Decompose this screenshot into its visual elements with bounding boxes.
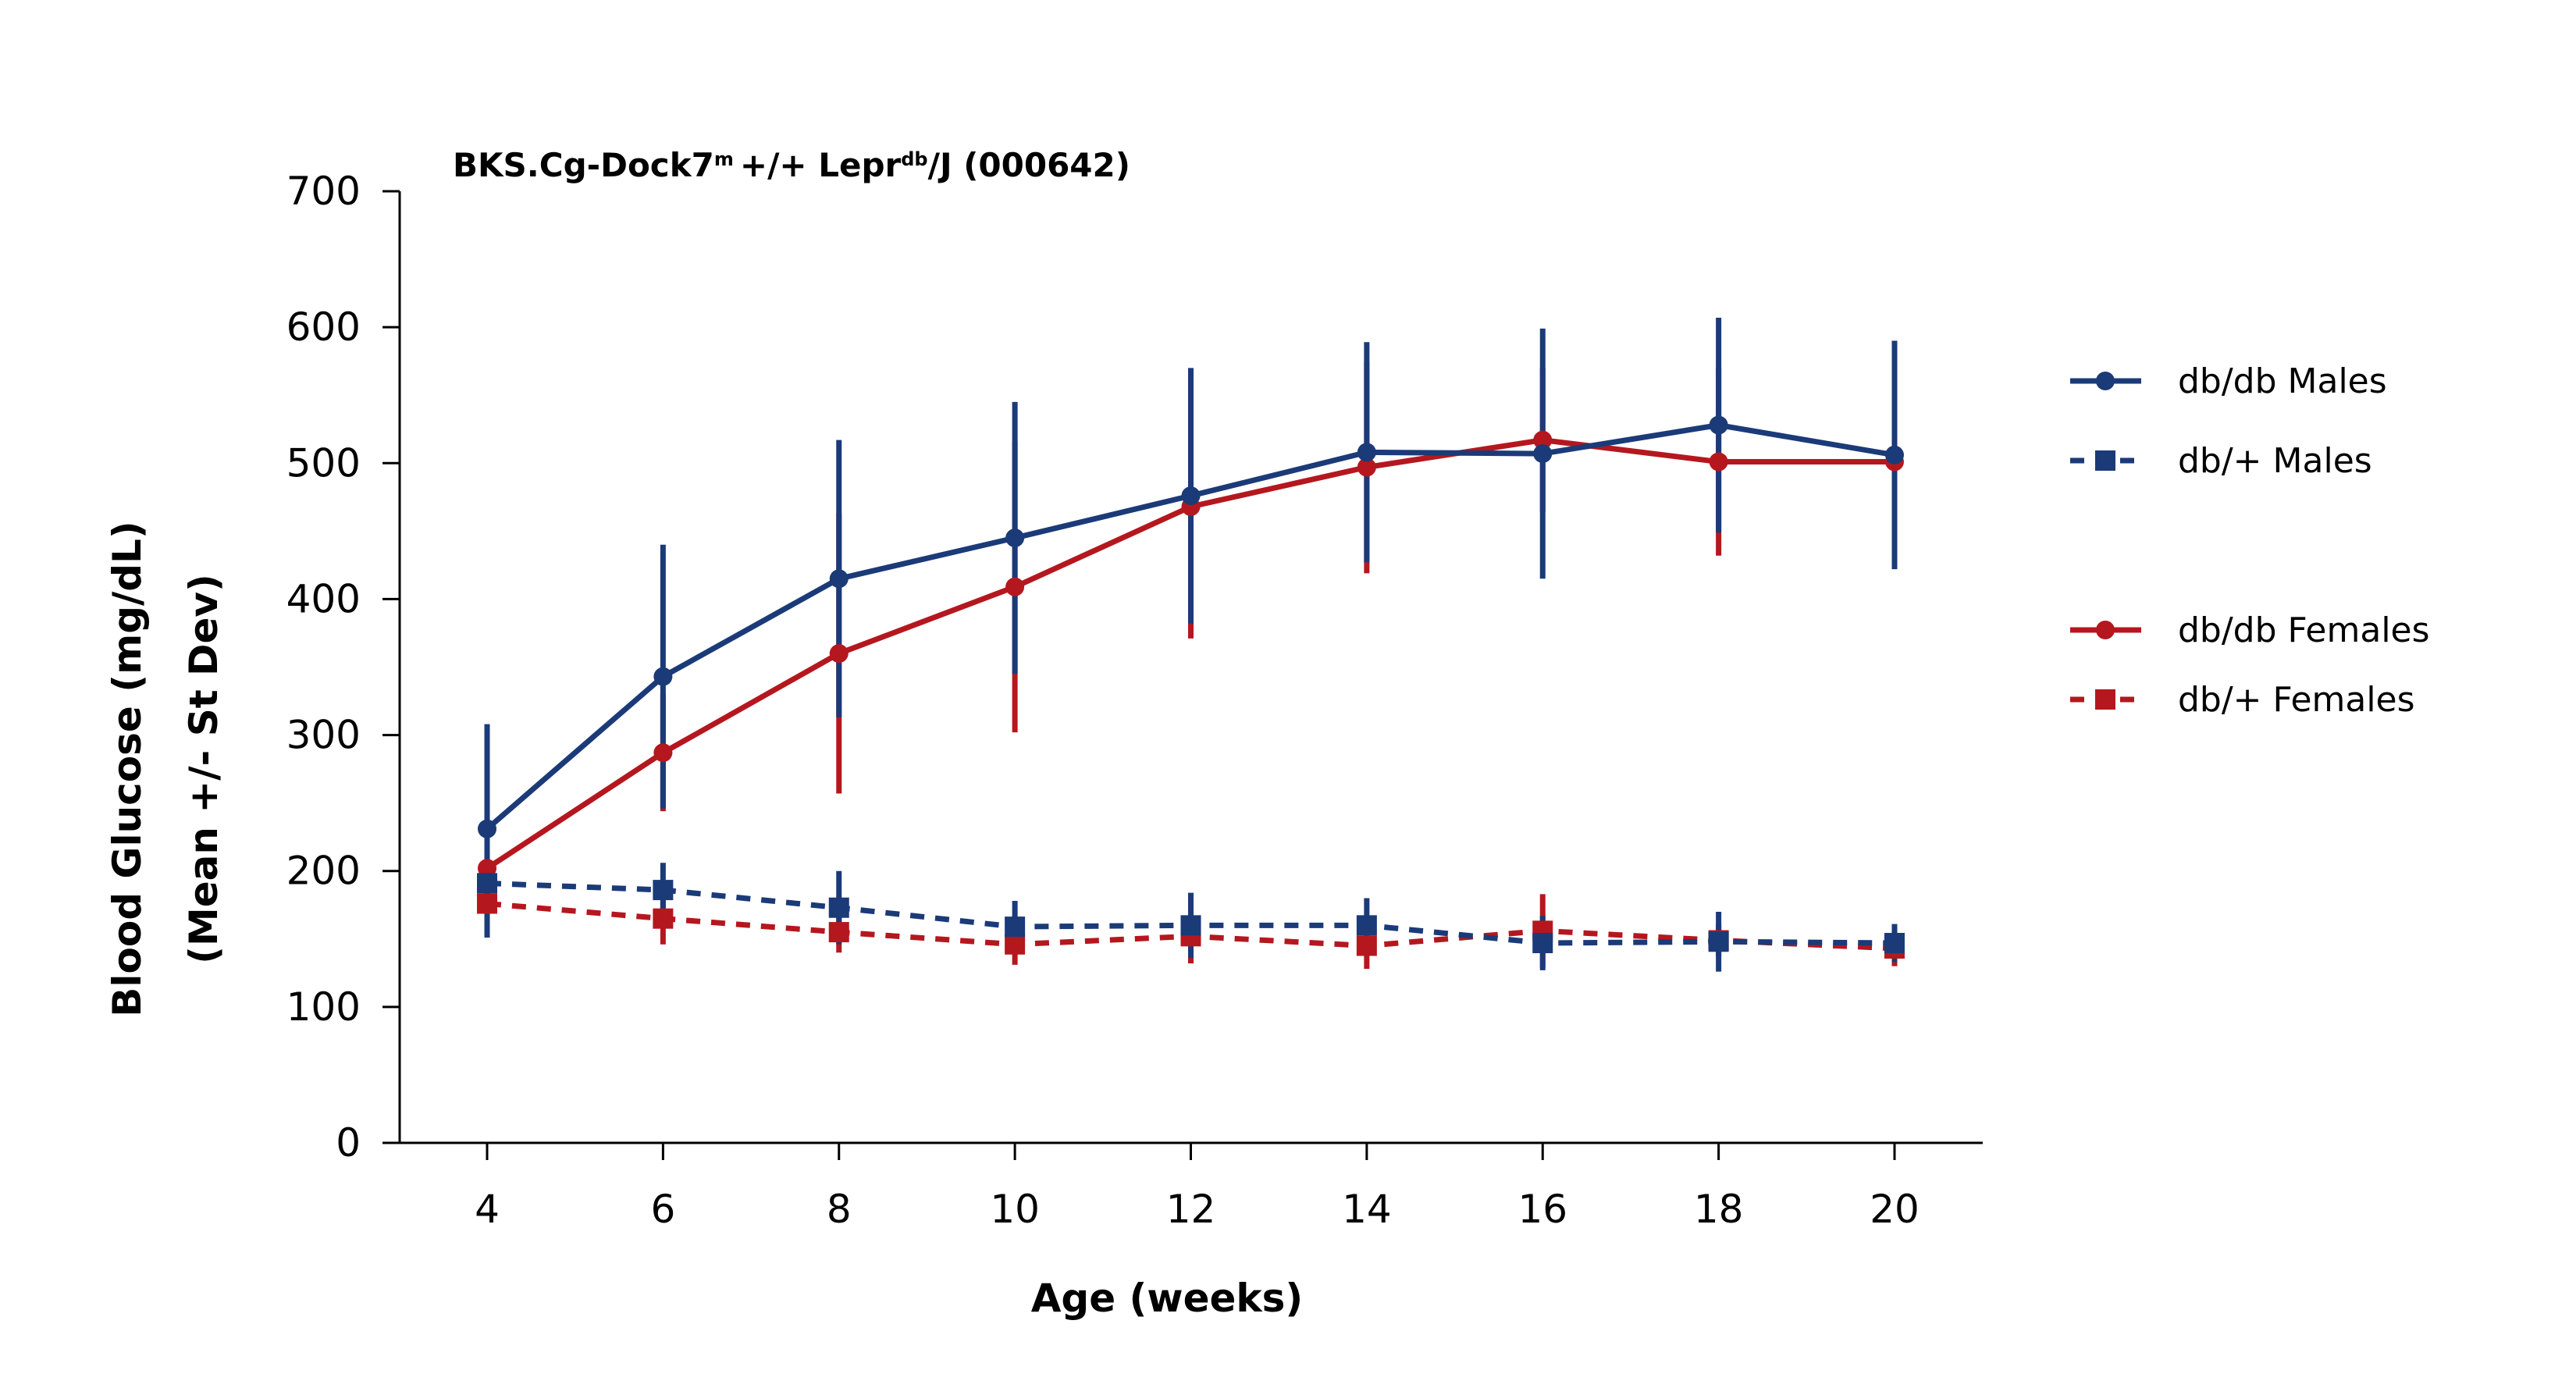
x-axis-label: Age (weeks) [1031, 1276, 1304, 1321]
data-point [1709, 452, 1728, 472]
legend-label: db/+ Males [2178, 441, 2372, 481]
title-main: BKS.Cg-Dock7 [453, 146, 714, 184]
legend-label: db/db Males [2178, 361, 2387, 401]
data-point [477, 873, 497, 894]
data-point [1885, 445, 1904, 464]
x-tick-label: 4 [475, 1187, 500, 1232]
chart-title-text: BKS.Cg-Dock7m +/+ Leprdb/J (000642) [453, 146, 1130, 184]
y-axis-label-line2: (Mean +/- St Dev) [181, 574, 226, 964]
title-mid: +/+ Lepr [740, 146, 902, 184]
data-point [1533, 444, 1553, 464]
title-sup-db: db [901, 148, 927, 170]
data-point [1533, 430, 1553, 450]
data-point [1884, 933, 1905, 954]
data-point [653, 880, 674, 901]
data-point [829, 644, 849, 664]
series-markers [477, 415, 1905, 959]
x-tick-label: 6 [650, 1187, 675, 1232]
data-point [1708, 931, 1729, 952]
x-tick-label: 12 [1166, 1187, 1216, 1232]
data-point [1356, 935, 1377, 956]
legend-swatch-marker [2095, 689, 2115, 710]
y-tick-label: 100 [286, 984, 361, 1030]
x-tick-label: 20 [1870, 1187, 1920, 1232]
legend-swatch-marker [2096, 372, 2115, 390]
axes: 0 100 200 300 400 500 600 700 4 6 8 10 12 14 16 18 20 [286, 169, 1983, 1232]
x-tick-label: 14 [1342, 1187, 1392, 1232]
data-point [828, 897, 849, 918]
y-tick-label: 200 [286, 849, 361, 894]
chart-title: BKS.Cg-Dock7m +/+ Leprdb/J (000642) [453, 146, 1130, 184]
y-tick-label: 300 [286, 713, 361, 758]
y-tick-label: 400 [286, 576, 361, 621]
data-point [1005, 577, 1025, 596]
title-tail: /J (000642) [928, 146, 1130, 184]
data-point [653, 908, 674, 929]
data-point [1005, 934, 1026, 955]
data-point [1005, 916, 1026, 938]
data-point [477, 893, 497, 914]
legend-swatch-marker [2095, 450, 2115, 471]
data-point [478, 819, 496, 838]
x-tick-label: 10 [990, 1187, 1040, 1232]
data-point [1181, 486, 1201, 506]
legend-label: db/db Females [2178, 610, 2430, 650]
data-point [1357, 443, 1376, 462]
error-bars [484, 317, 1898, 972]
title-sup-m: m [714, 148, 734, 170]
data-point [828, 922, 849, 943]
data-point [1532, 933, 1553, 954]
data-point [1357, 457, 1376, 477]
data-point [1180, 915, 1201, 936]
data-point [1709, 415, 1728, 435]
y-tick-label: 600 [286, 304, 361, 350]
y-tick-label: 0 [336, 1120, 361, 1166]
data-point [653, 667, 673, 686]
y-axis-label-line1: Blood Glucose (mg/dL) [105, 521, 150, 1017]
legend: db/db Males db/+ Males db/db Females db/+ F… [2070, 361, 2430, 720]
data-point [653, 743, 673, 763]
y-tick-label: 500 [286, 440, 361, 486]
data-point [829, 569, 849, 589]
data-point [1356, 915, 1377, 936]
legend-swatch-marker [2096, 621, 2115, 639]
data-point [478, 859, 496, 878]
x-tick-label: 18 [1694, 1187, 1744, 1232]
y-tick-label: 700 [286, 169, 361, 214]
x-tick-label: 8 [827, 1187, 852, 1232]
data-point [1005, 529, 1025, 548]
x-tick-label: 16 [1517, 1187, 1567, 1232]
legend-label: db/+ Females [2178, 680, 2415, 720]
